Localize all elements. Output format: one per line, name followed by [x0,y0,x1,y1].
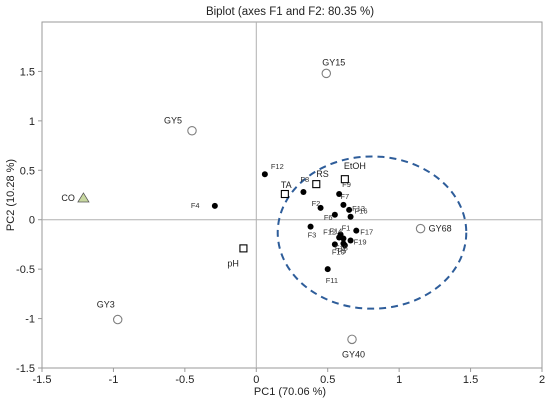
point-label: GY68 [429,224,452,234]
y-axis-ticks: -1.5 -1 -0.5 0 0.5 1 1.5 [16,66,42,375]
variable-marker [239,244,248,253]
y-tick-label: 0 [29,215,35,227]
point-label: pH [227,258,239,268]
point-marker [261,171,268,178]
point-label: F18 [335,243,348,252]
point-marker [331,211,338,218]
y-tick-label: 1.5 [20,66,35,78]
x-tick-label: -1.5 [33,374,52,386]
x-tick-label: 0.5 [320,374,335,386]
variable-marker [340,175,349,184]
x-tick-label: -0.5 [175,374,194,386]
sample-marker [321,68,332,79]
point-marker [300,189,307,196]
plot-frame [41,21,543,369]
chart-title: Biplot (axes F1 and F2: 80.35 %) [206,6,374,18]
y-tick-label: 1 [29,116,35,128]
x-tick-label: 2 [539,374,545,386]
x-tick-label: 0 [253,374,259,386]
point-marker [340,235,347,242]
x-axis-title: PC1 (70.06 %) [254,386,326,398]
point-label: GY5 [164,116,182,126]
point-marker [340,201,347,208]
point-label: GY15 [322,57,345,67]
variable-marker [312,180,321,189]
point-marker [347,213,354,220]
sample-marker [347,334,357,345]
point-label: F5 [337,246,346,255]
point-label: F13 [352,204,365,213]
point-label: RS [316,169,329,179]
point-marker [336,191,343,198]
point-label: GY3 [97,300,115,310]
point-label: F6 [324,213,333,222]
point-marker [353,227,360,234]
point-marker [346,206,353,213]
point-label: F17 [360,228,373,237]
point-label: F14 [329,226,342,235]
y-tick-label: -1 [25,314,35,326]
data-points: F1 F2 F3 F4 F5 F6 F7 F8 F9 F10 F11 F12 F12 F13 F14 F16 F… [61,57,451,359]
y-axis-title: PC2 (10.28 %) [5,159,17,231]
confidence-ellipse [276,155,468,310]
point-marker [211,202,218,209]
point-label: F1 [342,224,351,233]
point-label: F12 [271,162,284,171]
y-tick-label: -1.5 [16,363,35,375]
point-marker [341,242,348,249]
sample-marker [415,223,426,234]
point-label: F10 [332,247,345,256]
control-marker [77,192,90,203]
point-label: F9 [342,180,351,189]
point-label: GY40 [342,349,365,359]
x-tick-label: 1.5 [463,374,478,386]
sample-marker [187,125,197,136]
sample-marker [112,314,123,325]
point-marker [324,266,331,273]
point-marker [347,237,354,244]
point-label: F7 [340,192,349,201]
point-label: F4 [191,201,200,210]
point-label: F2 [312,199,321,208]
point-label: F8 [300,175,309,184]
x-tick-label: -1 [109,374,119,386]
point-label: F12 [323,228,336,237]
point-label: F19 [354,237,367,246]
variable-marker [280,189,289,199]
point-marker [331,241,338,248]
point-label: TA [281,180,292,190]
y-tick-label: 0.5 [20,165,35,177]
point-marker [307,223,314,230]
point-label: F11 [326,276,338,285]
point-label: CO [61,193,75,203]
point-marker [317,204,324,211]
x-tick-label: 1 [396,374,402,386]
x-axis-ticks: -1.5 -1 -0.5 0 0.5 1 1.5 2 [33,368,545,386]
point-label: F16 [355,207,368,216]
y-tick-label: -0.5 [16,264,35,276]
point-label: EtOH [344,161,366,171]
point-label: F3 [308,231,317,240]
